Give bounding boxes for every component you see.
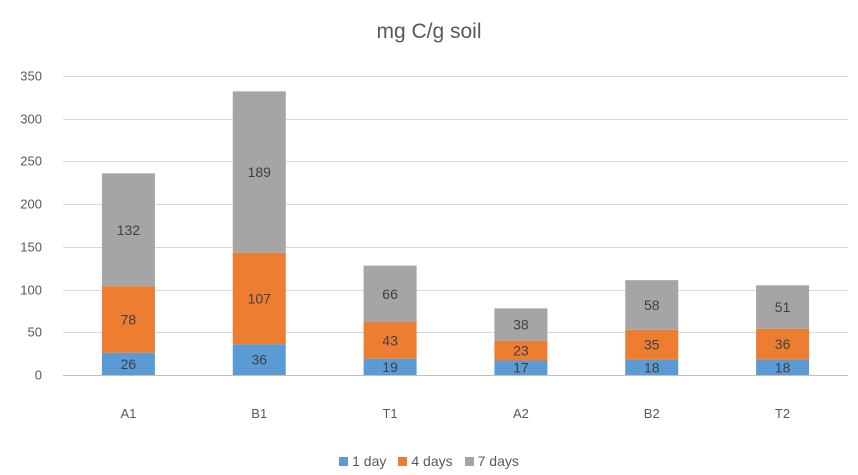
y-tick-label: 50 — [28, 325, 42, 340]
bar-segment — [232, 252, 286, 345]
data-label: 19 — [382, 359, 398, 375]
bar-segment — [494, 360, 548, 375]
x-tick-label: T2 — [775, 406, 790, 421]
x-tick-label: B2 — [644, 406, 660, 421]
y-tick-label: 200 — [20, 197, 42, 212]
bar-segment — [363, 322, 417, 359]
bar-segment — [101, 173, 155, 287]
data-label: 78 — [121, 311, 137, 327]
legend-item: 4 days — [398, 453, 453, 469]
data-label: 23 — [513, 343, 529, 359]
bar-segment — [625, 280, 679, 330]
y-tick-label: 150 — [20, 240, 42, 255]
legend-item: 7 days — [464, 453, 519, 469]
bar-segment — [232, 344, 286, 375]
bar-segment — [101, 286, 155, 353]
bar-segment — [625, 359, 679, 375]
data-label: 36 — [251, 352, 267, 368]
bar-segment — [363, 265, 417, 323]
y-tick-label: 100 — [20, 283, 42, 298]
y-tick-label: 300 — [20, 112, 42, 127]
legend-swatch — [464, 457, 474, 466]
data-label: 17 — [513, 360, 529, 376]
bar-segment — [625, 329, 679, 360]
data-label: 66 — [382, 286, 398, 302]
legend: 1 day 4 days 7 days — [0, 453, 858, 469]
plot-area: 0 50 100 150 200 250 300 350 26 78 132 A1 36 107 189 B1… — [20, 69, 848, 421]
bar-segment — [756, 285, 810, 329]
chart-title: mg C/g soil — [376, 20, 482, 43]
bar-segment — [232, 91, 286, 253]
bar-segment — [756, 328, 810, 360]
data-label: 58 — [644, 297, 660, 313]
data-label: 35 — [644, 337, 660, 353]
data-label: 107 — [248, 291, 272, 307]
x-tick-label: T1 — [382, 406, 397, 421]
data-label: 38 — [513, 317, 529, 333]
bar-segment — [494, 340, 548, 361]
data-label: 43 — [382, 332, 398, 348]
y-tick-label: 0 — [35, 368, 42, 383]
data-label: 18 — [644, 359, 660, 375]
legend-swatch — [398, 457, 408, 466]
data-label: 26 — [121, 356, 137, 372]
y-tick-label: 250 — [20, 154, 42, 169]
legend-item: 1 day — [339, 453, 386, 469]
bar-segment — [756, 359, 810, 375]
data-label: 132 — [117, 222, 141, 238]
bar-segment — [101, 352, 155, 375]
x-tick-label: A1 — [120, 406, 136, 421]
data-label: 18 — [775, 359, 791, 375]
bar-segment — [494, 308, 548, 341]
legend-swatch — [339, 457, 349, 466]
legend-label: 1 day — [352, 453, 387, 469]
x-tick-label: B1 — [251, 406, 267, 421]
data-label: 51 — [775, 299, 791, 315]
x-tick-label: A2 — [513, 406, 529, 421]
legend-label: 7 days — [477, 453, 519, 469]
y-tick-label: 350 — [20, 69, 42, 84]
data-label: 189 — [248, 164, 272, 180]
legend-label: 4 days — [411, 453, 453, 469]
bar-segment — [363, 358, 417, 375]
data-label: 36 — [775, 336, 791, 352]
